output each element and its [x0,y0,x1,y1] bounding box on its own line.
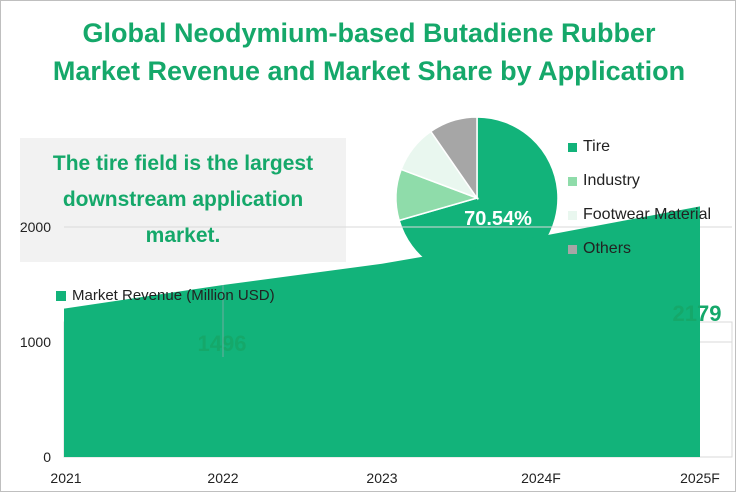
legend-swatch-tire [568,142,577,152]
y-tick-label: 1000 [20,334,51,350]
data-label-2022: 1496 [198,331,247,356]
legend-swatch-footwear [568,210,577,220]
data-label-2025f: 2179 [673,301,722,326]
x-tick-label-2023: 2023 [366,470,397,486]
callout-text: The tire field is the largest downstream… [52,152,314,247]
x-tick-label-2025f: 2025F [680,470,720,486]
x-tick-label-2022: 2022 [207,470,238,486]
legend-label-tire: Tire [583,138,610,155]
y-tick-label: 2000 [20,219,51,235]
area-legend-label: Market Revenue (Million USD) [72,287,275,304]
legend-swatch-industry [568,176,577,186]
pie-legend-item-footwear: Footwear Material [568,206,711,224]
legend-label-others: Others [583,240,632,257]
callout-box: The tire field is the largest downstream… [20,138,346,262]
legend-label-industry: Industry [583,172,640,189]
x-tick-label-2024f: 2024F [521,470,561,486]
pie-data-label-tire: 70.54% [464,208,532,230]
pie-legend-item-others: Others [568,240,631,258]
y-tick-label: 0 [43,449,51,465]
legend-label-footwear: Footwear Material [583,206,712,223]
pie-legend-item-industry: Industry [568,172,640,190]
pie-legend-item-tire: Tire [568,138,610,156]
title-line-1: Global Neodymium-based Butadiene Rubber [82,18,656,48]
area-series-market-revenue [64,206,700,457]
pie-slice-others [429,116,478,201]
legend-swatch-others [568,244,577,254]
chart-title: Global Neodymium-based Butadiene Rubber … [0,14,738,90]
area-legend-swatch [56,290,66,301]
area-legend: Market Revenue (Million USD) [56,287,275,304]
title-line-2: Market Revenue and Market Share by Appli… [52,56,686,86]
x-tick-label-2021: 2021 [50,470,81,486]
